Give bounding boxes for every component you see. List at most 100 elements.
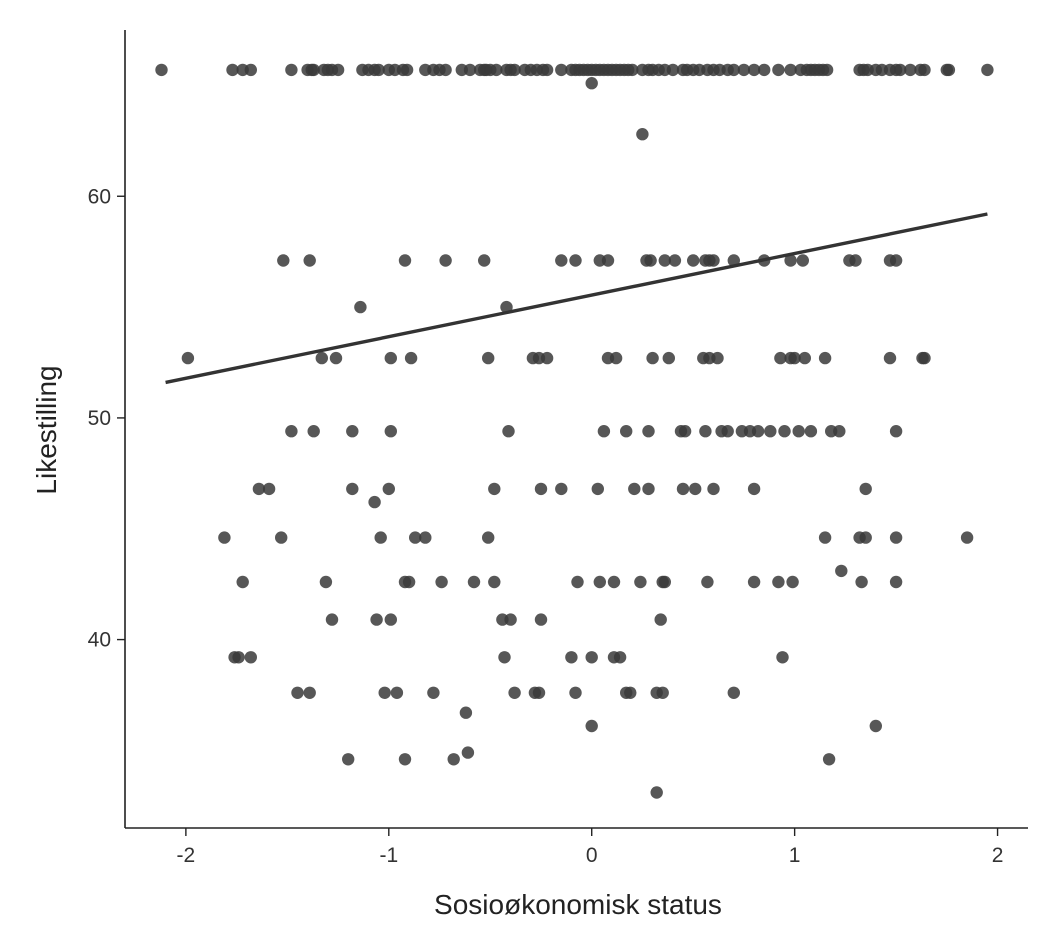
data-point [747, 482, 761, 496]
data-point [727, 254, 740, 267]
data-point [822, 753, 836, 766]
data-point [439, 254, 452, 267]
data-point [593, 575, 606, 589]
data-point [707, 482, 720, 496]
data-point [346, 482, 359, 496]
points-layer [155, 63, 994, 799]
data-point [620, 425, 633, 438]
x-ticks: -2 -1 0 1 2 [177, 828, 1003, 867]
data-point [409, 531, 422, 544]
data-point [772, 63, 785, 77]
data-point [894, 63, 907, 77]
data-point [788, 351, 801, 365]
data-point [307, 425, 320, 438]
data-point [889, 254, 903, 267]
data-point [534, 482, 548, 496]
data-point [463, 63, 477, 77]
data-point [855, 575, 868, 589]
x-tick-label: 0 [586, 844, 598, 867]
data-point [784, 63, 797, 77]
data-point [447, 753, 460, 766]
data-point [859, 482, 872, 496]
data-point [181, 351, 195, 365]
data-point [792, 425, 805, 438]
data-point [372, 63, 385, 77]
data-point [784, 254, 797, 267]
data-point [277, 254, 290, 267]
data-point [275, 531, 288, 544]
data-point [650, 786, 663, 799]
data-point [904, 63, 917, 77]
data-point [370, 613, 383, 626]
data-point [607, 575, 621, 589]
data-point [482, 531, 495, 544]
data-point [307, 63, 320, 77]
data-point [398, 254, 412, 267]
data-point [467, 575, 481, 589]
data-point [687, 254, 700, 267]
data-point [155, 63, 168, 77]
data-point [384, 351, 397, 365]
data-point [315, 351, 328, 365]
data-point [818, 351, 832, 365]
data-point [555, 482, 568, 496]
data-point [636, 128, 649, 141]
data-point [571, 575, 584, 589]
data-point [869, 719, 882, 733]
y-tick-label: 60 [88, 185, 111, 208]
data-point [325, 613, 339, 626]
data-point [798, 351, 811, 365]
data-point [609, 351, 623, 365]
data-point [378, 686, 391, 699]
data-point [390, 686, 404, 699]
data-point [883, 351, 897, 365]
data-point [776, 651, 789, 664]
data-point [658, 575, 671, 589]
data-point [236, 575, 249, 589]
data-point [532, 686, 546, 699]
data-point [540, 63, 554, 77]
data-point [711, 351, 724, 365]
data-point [747, 575, 761, 589]
data-point [498, 651, 511, 664]
data-point [384, 425, 397, 438]
data-point [666, 63, 680, 77]
data-point [585, 651, 598, 664]
data-point [291, 686, 304, 699]
data-point [676, 482, 690, 496]
data-point [737, 63, 751, 77]
data-point [508, 686, 521, 699]
data-point [459, 706, 473, 719]
data-point [585, 719, 598, 733]
data-point [642, 425, 655, 438]
data-point [835, 564, 848, 578]
data-point [534, 613, 548, 626]
data-point [662, 351, 675, 365]
y-tick-label: 40 [88, 629, 111, 652]
data-point [849, 254, 862, 267]
data-point [384, 613, 397, 626]
data-point [646, 351, 659, 365]
data-point [644, 254, 657, 267]
data-point [565, 651, 578, 664]
data-point [889, 425, 903, 438]
data-point [262, 482, 276, 496]
data-point [319, 575, 333, 589]
data-point [624, 686, 637, 699]
data-point [368, 495, 381, 509]
data-point [591, 482, 604, 496]
data-point [540, 351, 554, 365]
x-tick-label: -1 [379, 844, 398, 867]
data-point [668, 254, 682, 267]
data-point [285, 425, 298, 438]
data-point [758, 63, 771, 77]
data-point [707, 254, 720, 267]
data-point [701, 575, 714, 589]
x-tick-label: 1 [789, 844, 801, 867]
data-point [628, 482, 641, 496]
data-point [504, 613, 517, 626]
x-axis-title: Sosioøkonomisk status [434, 889, 722, 920]
data-point [402, 575, 416, 589]
data-point [689, 482, 702, 496]
